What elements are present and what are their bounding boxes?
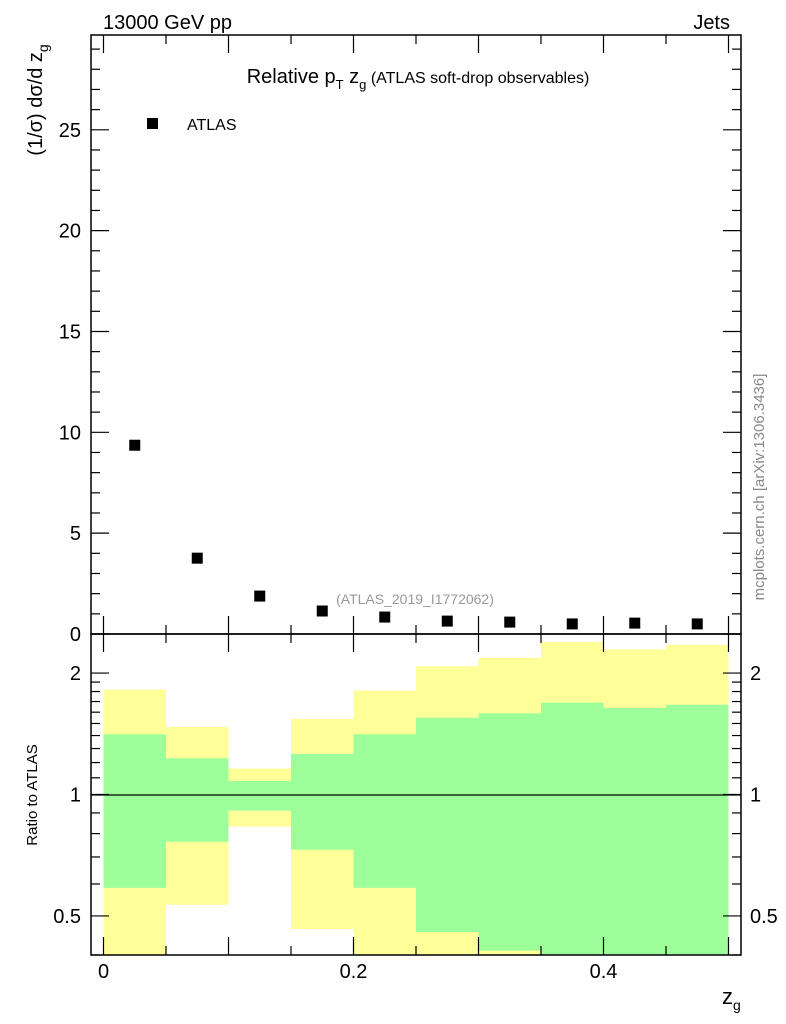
x-tick-label: 0 [98,961,109,983]
legend-marker-atlas [147,118,158,129]
data-point [379,611,391,623]
y-tick-label: 10 [59,422,81,444]
ratio-bands [103,641,729,955]
ratio-band-bin [666,704,729,955]
data-point [691,618,703,630]
ratio-y-tick-label: 1 [70,785,81,807]
x-tick-label: 0.2 [340,961,368,983]
ratio-band-bin [228,781,291,811]
data-point [566,618,578,630]
y-tick-label: 15 [59,321,81,343]
data-point [191,552,203,564]
data-point [254,590,266,602]
ratio-y-tick-label: 0.5 [53,906,81,928]
data-point [316,605,328,617]
data-point [629,617,641,629]
chart-title: Relative pT zg (ATLAS soft-drop observab… [247,66,590,92]
ratio-band-bin [416,717,479,933]
ratio-band-bin [353,734,416,888]
analysis-watermark: (ATLAS_2019_I1772062) [336,591,494,607]
y-axis-label: (1/σ) dσ/d zg [25,44,51,155]
side-credit-label: mcplots.cern.ch [arXiv:1306.3436] [751,374,768,601]
data-point [441,615,453,627]
ratio-band-bin [166,758,229,842]
y-tick-label: 20 [59,221,81,243]
ratio-band-bin [541,702,604,955]
ratio-y-tick-label: 2 [70,663,81,685]
data-point [504,616,516,628]
y-tick-label: 5 [70,523,81,545]
ratio-y-axis-label: Ratio to ATLAS [24,744,41,845]
header-energy: 13000 GeV pp [103,12,232,34]
data-points [129,439,703,630]
ratio-y-tick-label-right: 2 [750,663,761,685]
ratio-y-tick-label-right: 1 [750,785,761,807]
x-tick-label: 0.4 [590,961,618,983]
y-tick-label: 0 [70,624,81,646]
y-tick-label: 25 [59,120,81,142]
x-axis-label: zg [722,984,741,1013]
header-process: Jets [693,12,730,34]
ratio-band-bin [291,754,354,850]
ratio-band-bin [103,734,166,888]
ratio-band-bin [478,713,541,951]
ratio-y-tick-label-right: 0.5 [750,906,778,928]
legend-label-atlas: ATLAS [187,117,237,134]
ratio-band-bin [603,707,666,955]
data-point [129,439,141,451]
